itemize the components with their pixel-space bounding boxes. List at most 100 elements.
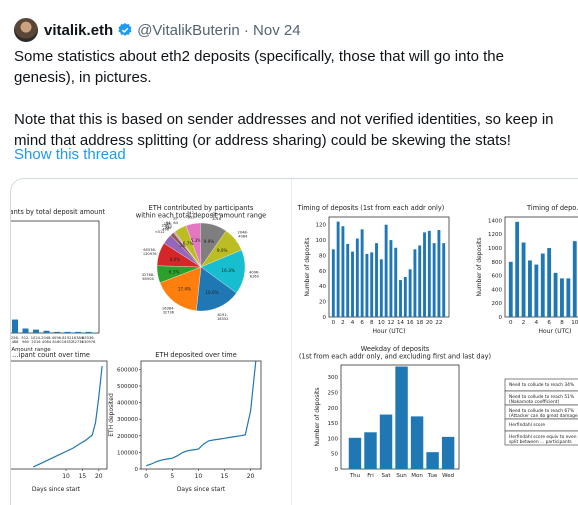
bar: [553, 272, 558, 317]
avatar[interactable]: [14, 18, 38, 42]
x-tick-label: 256-488: [11, 336, 20, 344]
tweet-date[interactable]: Nov 24: [253, 22, 301, 39]
bar: [423, 232, 426, 317]
y-tick-label: 300000: [117, 417, 138, 423]
pie-category-label: 65536-130976: [143, 248, 157, 256]
pie-percent-label: 16.6%: [205, 290, 218, 295]
table-row-label: Need to collude to reach 67% (Attacker ca…: [509, 408, 578, 419]
series-line: [146, 360, 257, 467]
y-tick-label: 600000: [117, 367, 138, 373]
bar: [534, 264, 539, 317]
y-tick-label: 0: [323, 315, 327, 321]
x-tick-label: 8: [560, 320, 564, 326]
media-image-right[interactable]: Timing of deposits (1st from each addr o…: [293, 179, 578, 505]
bar: [418, 245, 422, 317]
bar: [528, 260, 532, 317]
bar: [560, 278, 564, 317]
y-tick-label: 1200: [488, 232, 502, 238]
pie-percent-label: 17.4%: [178, 287, 191, 292]
x-tick-label: 10: [62, 473, 70, 480]
x-tick-label: 4096-8160: [52, 336, 63, 344]
bar: [360, 229, 364, 317]
bar: [370, 252, 374, 317]
x-tick-label: 22: [435, 320, 442, 326]
bar: [521, 242, 526, 317]
y-tick-label: 600: [492, 274, 503, 280]
bar: [33, 329, 39, 333]
x-tick-label: Sat: [382, 473, 392, 479]
y-tick-label: 60: [319, 269, 326, 275]
table-row-label: Need to collude to reach 51% (Nakamoto co…: [509, 394, 574, 405]
bar: [540, 253, 545, 317]
table-row-label: Herfindahl score equiv to even split betw…: [509, 434, 577, 445]
y-tick-label: 1000: [488, 246, 502, 252]
bar: [426, 452, 439, 469]
x-tick-label: 0: [509, 320, 513, 326]
y-tick-label: 1400: [488, 218, 502, 224]
chart-axes: [140, 360, 262, 470]
x-tick-label: 10: [571, 320, 578, 326]
x-axis-label: Amount range: [11, 347, 51, 353]
bar: [413, 249, 417, 317]
bar: [43, 330, 50, 333]
bar: [365, 253, 369, 317]
x-tick-label: 4: [535, 320, 539, 326]
pie-category-label: 8192-16352: [217, 313, 229, 321]
x-tick-label: 1024-2016: [31, 336, 42, 344]
media-image-left[interactable]: …ipants by total deposit amount256-48851…: [11, 179, 291, 505]
bar: [410, 416, 424, 469]
pie-percent-label: 6.7%: [183, 241, 194, 246]
bar: [389, 240, 393, 317]
y-tick-label: 500000: [117, 384, 138, 390]
table-row-label: Need to collude to reach 34%: [509, 382, 574, 388]
x-tick-label: 15: [79, 473, 87, 480]
x-tick-label: 5: [170, 473, 174, 480]
bar: [379, 414, 393, 469]
pie-slice: [196, 266, 237, 312]
bar: [12, 319, 18, 333]
x-tick-label: Thu: [349, 473, 360, 479]
pie-category-label: 256-496: [162, 224, 171, 232]
x-tick-label: 16384-32736: [72, 336, 85, 344]
y-tick-label: 0: [135, 467, 139, 473]
show-thread-link[interactable]: Show this thread: [14, 146, 126, 163]
tweet-paragraph: Some statistics about eth2 deposits (spe…: [14, 48, 504, 86]
bar: [515, 221, 520, 317]
x-tick-label: Wed: [442, 473, 454, 479]
bar: [427, 230, 431, 317]
chart-title: ETH contributed by participants within ea…: [136, 204, 266, 220]
y-axis-label: Number of deposits: [304, 238, 311, 297]
pie-category-label: 4096-8160: [249, 270, 260, 278]
bar: [408, 269, 412, 317]
y-tick-label: 20: [319, 300, 326, 306]
pie-category-label: 32-64: [173, 217, 180, 225]
x-tick-label: 14: [397, 320, 404, 326]
x-tick-label: 16: [407, 320, 414, 326]
bar: [572, 241, 577, 317]
tweet-media[interactable]: …ipants by total deposit amount256-48851…: [10, 178, 578, 505]
x-tick-label: 10: [195, 473, 203, 480]
chart-title: Weekday of deposits (1st from each addr o…: [299, 345, 491, 361]
x-tick-label: 20: [95, 473, 103, 480]
x-tick-label: Tue: [427, 473, 438, 479]
x-tick-label: 0: [332, 320, 336, 326]
tweet-header: vitalik.eth @VitalikButerin · Nov 24: [44, 22, 301, 42]
series-line: [32, 366, 103, 468]
y-tick-label: 100: [316, 238, 327, 244]
author-name[interactable]: vitalik.eth: [44, 22, 114, 39]
pie-category-label: <512: [155, 230, 165, 234]
bar: [441, 436, 455, 469]
bar: [403, 277, 407, 317]
x-tick-label: 18: [416, 320, 423, 326]
x-tick-label: Mon: [411, 473, 423, 479]
x-axis-label: Days since start: [177, 486, 226, 493]
pie-category-label: 1024-2016: [211, 213, 222, 221]
pie-category-label: 512-992: [187, 211, 196, 219]
author-handle[interactable]: @VitalikButerin: [137, 22, 240, 39]
bar: [85, 331, 92, 333]
y-axis-label: Number of deposits: [476, 238, 483, 297]
chart-title: Timing of depo…: [526, 204, 578, 212]
media-divider: [291, 179, 294, 505]
bar: [566, 278, 571, 317]
